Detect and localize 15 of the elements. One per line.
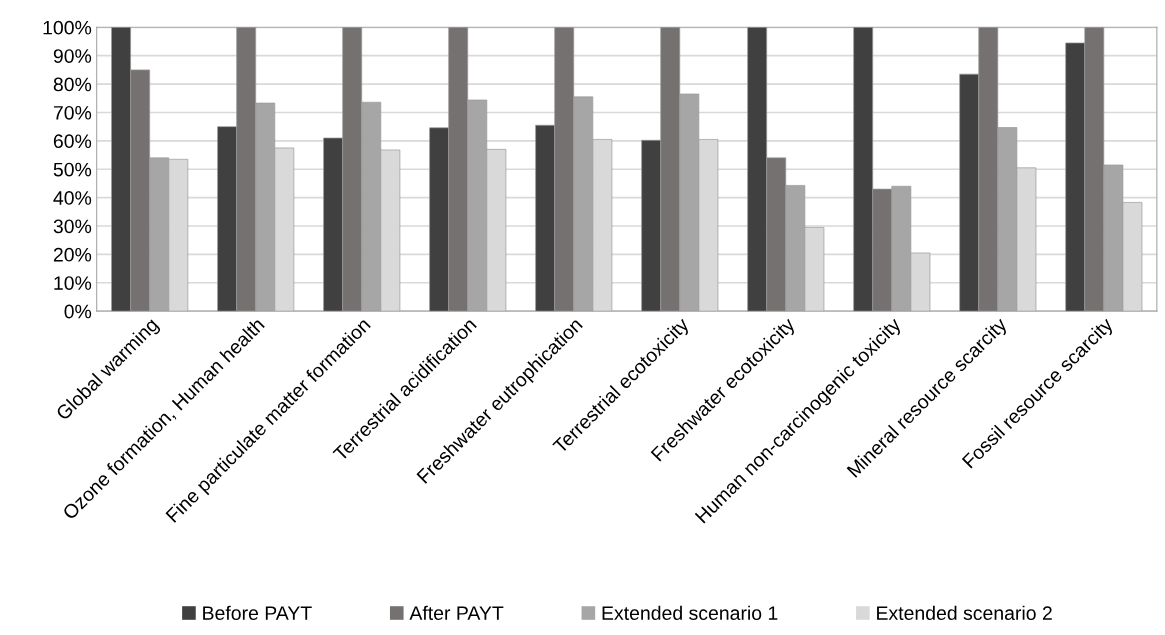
y-tick-label: 50% (53, 162, 92, 177)
y-tick-label: 0% (64, 304, 92, 319)
y-tick-label: 80% (53, 77, 92, 92)
y-tick-label: 70% (53, 105, 92, 120)
legend-label: Before PAYT (203, 605, 312, 621)
y-tick-label: 30% (53, 219, 92, 234)
y-tick-label: 10% (54, 276, 92, 290)
legend-label: Extended scenario 2 (877, 605, 1052, 621)
legend-label: Extended scenario 1 (602, 605, 778, 621)
legend-label: After PAYT (409, 605, 504, 621)
y-tick-label: 40% (53, 191, 92, 205)
y-tick-label: 100% (43, 20, 92, 35)
y-tick-label: 90% (53, 49, 92, 63)
y-tick-label: 60% (53, 134, 92, 149)
y-tick-label: 20% (53, 247, 92, 262)
